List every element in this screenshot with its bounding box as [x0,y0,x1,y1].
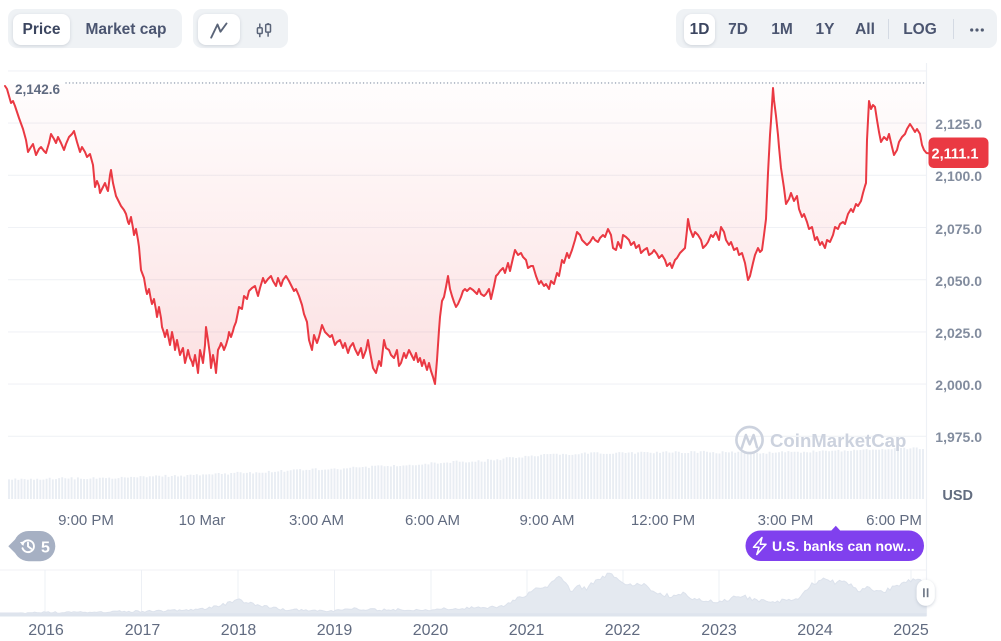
svg-text:2,111.1: 2,111.1 [931,147,978,163]
svg-text:CoinMarketCap: CoinMarketCap [770,430,906,451]
svg-text:5: 5 [41,539,50,556]
svg-text:U.S. banks can now...: U.S. banks can now... [772,538,915,554]
